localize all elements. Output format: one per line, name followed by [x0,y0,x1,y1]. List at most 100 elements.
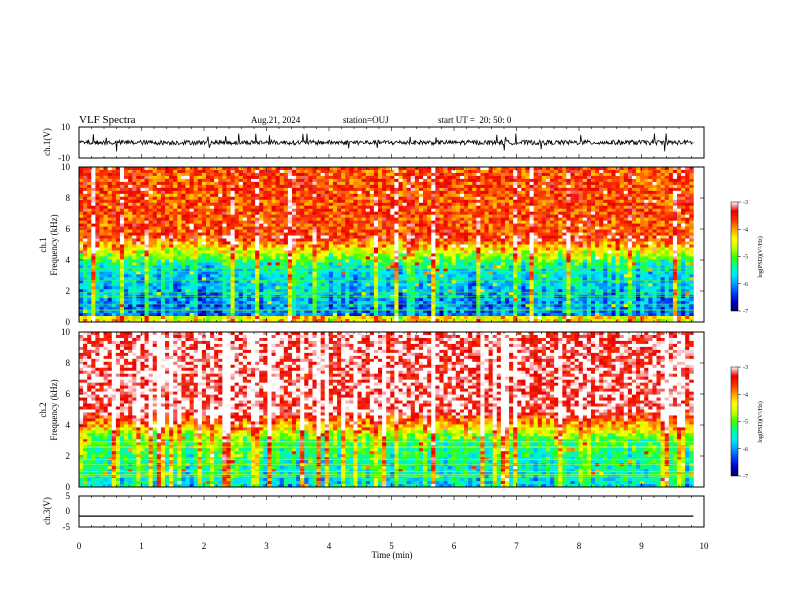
spectrogram-cell [378,208,383,213]
spectrogram-cell [529,235,534,239]
spectrogram-cell [464,202,469,207]
spectrogram-cell [156,202,162,207]
spectrogram-cell [124,184,129,189]
spectrogram-cell [165,241,170,245]
spectrogram-cell [160,223,166,227]
spectrogram-cell [320,232,326,236]
spectrogram-cell [365,175,371,180]
spectrogram-cell [529,202,534,207]
spectrogram-cell [394,175,399,180]
spectrogram-cell [246,220,252,224]
spectrogram-cell [640,211,645,216]
spectrogram-cell [660,172,666,177]
spectrogram-cell [87,172,92,177]
spectrogram-cell [193,202,199,207]
spectrogram-cell [95,241,100,245]
spectrogram-cell [238,190,244,195]
spectrogram-cell [193,169,199,174]
spectrogram-cell [459,241,465,245]
spectrogram-cell [296,169,301,174]
spectrogram-cell [238,196,244,201]
spectrogram-cell [128,205,133,210]
spectrogram-cell [615,181,620,186]
spectrogram-cell [513,178,518,183]
spectrogram-cell [492,199,498,204]
spectrogram-cell [529,226,534,230]
spectrogram-cell [140,190,145,195]
spectrogram-cell [472,193,477,198]
spectrogram-cell [435,232,440,236]
spectrogram-cell [111,199,117,204]
spectrogram-cell [160,235,166,239]
spectrogram-cell [631,241,637,245]
spectrogram-cell [324,199,330,204]
spectrogram-cell [160,262,166,266]
spectrogram-cell [324,235,330,239]
spectrogram-cell [476,187,481,192]
spectrogram-cell [152,190,158,195]
spectrogram-cell [590,229,596,233]
spectrogram-cell [439,241,444,245]
spectrogram-cell [623,202,629,207]
spectrogram-cell [590,247,596,251]
spectrogram-cell [341,167,346,171]
spectrogram-cell [492,259,498,263]
spectrogram-cell [689,217,694,221]
spectrogram-cell [365,220,371,224]
spectrogram-cell [238,169,244,174]
spectrogram-cell [476,238,481,242]
spectrogram-cell [230,214,235,219]
spectrogram-cell [525,256,530,260]
spectrogram-cell [99,172,104,177]
spectrogram-cell [455,241,461,245]
spectrogram-cell [414,214,420,219]
spectrogram-cell [296,190,301,195]
spectrogram-cell [603,187,608,192]
spectrogram-cell [615,256,620,260]
spectrogram-cell [337,187,342,192]
spectrogram-cell [185,172,190,177]
spectrogram-cell [230,226,235,230]
spectrogram-cell [509,226,514,230]
spectrogram-cell [414,208,420,213]
spectrogram-cell [562,220,567,224]
spectrogram-cell [623,256,629,260]
spectrogram-cell [566,178,571,183]
spectrogram-cell [341,232,346,236]
spectrogram-cell [205,175,211,180]
spectrogram-cell [308,172,313,177]
spectrogram-cell [160,232,166,236]
spectrogram-cell [214,190,219,195]
spectrogram-cell [574,241,580,245]
spectrogram-cell [668,259,674,263]
spectrogram-cell [611,193,616,198]
spectrogram-cell [279,253,285,257]
spectrogram-cell [222,211,227,216]
spectrogram-cell [312,262,317,266]
spectrogram-cell [439,220,444,224]
spectrogram-cell [271,244,276,248]
spectrogram-cell [545,184,551,189]
spectrogram-cell [590,214,596,219]
spectrogram-cell [488,169,494,174]
spectrogram-cell [627,187,633,192]
spectrogram-cell [640,226,645,230]
spectrogram-cell [480,193,485,198]
spectrogram-cell [681,190,686,195]
spectrogram-cell [607,169,612,174]
spectrogram-cell [504,250,510,254]
spectrogram-cell [570,244,575,248]
spectrogram-cell [676,253,682,257]
spectrogram-cell [324,184,330,189]
spectrogram-cell [504,211,510,216]
spectrogram-cell [562,256,567,260]
spectrogram-cell [439,199,444,204]
spectrogram-cell [246,169,252,174]
spectrogram-cell [603,211,608,216]
spectrogram-cell [242,253,248,257]
spectrogram-cell [361,205,367,210]
spectrogram-cell [238,232,244,236]
spectrogram-cell [361,229,367,233]
spectrogram-cell [349,226,354,230]
spectrogram-cell [124,262,129,266]
